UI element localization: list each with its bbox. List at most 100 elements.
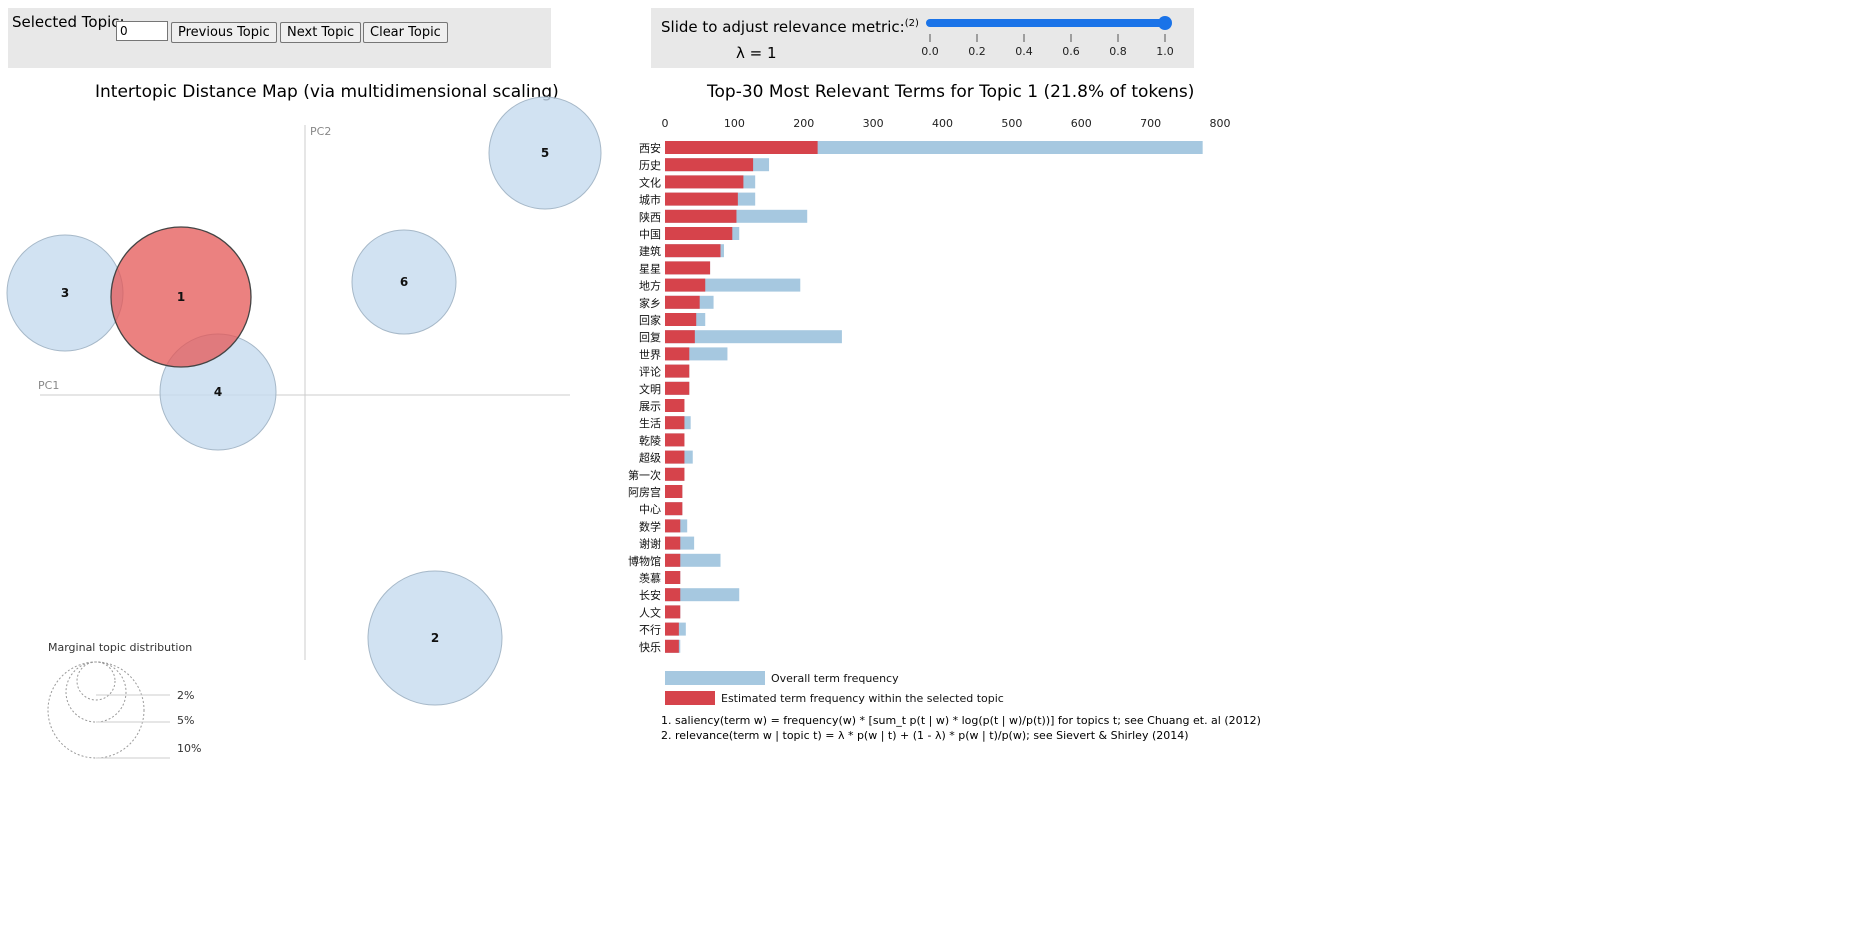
term-label-14[interactable]: 文明 [639,382,661,396]
topic-circle-2[interactable] [367,570,503,706]
topic-circle-1[interactable] [110,226,252,368]
previous-topic-button[interactable]: Previous Topic [171,22,277,43]
footnote-relevance: 2. relevance(term w | topic t) = λ * p(w… [661,729,1189,742]
footnote-saliency: 1. saliency(term w) = frequency(w) * [su… [661,714,1261,727]
term-label-11[interactable]: 回复 [639,330,661,344]
term-label-0[interactable]: 西安 [639,141,661,155]
term-label-16[interactable]: 生活 [639,416,661,430]
selected-topic-label: Selected Topic: [12,13,125,31]
bar-topic-25[interactable] [665,571,681,584]
topic-circle-6[interactable] [351,229,457,335]
legend-label-2: 2% [177,689,194,702]
bar-topic-5[interactable] [665,227,733,240]
bar-topic-19[interactable] [665,467,685,481]
marginal-legend-title: Marginal topic distribution [48,641,192,654]
bar-topic-12[interactable] [665,347,690,361]
term-label-3[interactable]: 城市 [639,193,661,207]
bar-topic-2[interactable] [665,175,744,189]
topic-label-1: 1 [177,290,185,304]
topic-label-4: 4 [214,385,222,399]
topic-control-panel: Selected Topic: Previous Topic Next Topi… [8,8,551,68]
x-tick-label: 400 [932,117,953,130]
term-label-26[interactable]: 长安 [639,588,661,602]
bar-overall-11[interactable] [665,330,842,344]
x-tick-label: 100 [724,117,745,130]
term-label-29[interactable]: 快乐 [639,641,661,654]
bar-topic-26[interactable] [665,588,681,602]
bar-topic-17[interactable] [665,433,685,447]
clear-topic-button[interactable]: Clear Topic [363,22,448,43]
bar-topic-20[interactable] [665,485,683,498]
term-label-13[interactable]: 评论 [639,365,661,379]
bar-topic-7[interactable] [665,261,711,275]
lambda-slider[interactable]: 0.0 0.2 0.4 0.6 0.8 1.0 [915,8,1215,63]
topic-circles: 3 4 6 5 2 1 [6,96,602,706]
bar-topic-14[interactable] [665,381,690,395]
bar-topic-22[interactable] [665,519,681,533]
bar-topic-13[interactable] [665,364,690,378]
term-label-9[interactable]: 家乡 [639,296,661,310]
term-label-15[interactable]: 展示 [639,400,661,413]
slider-label-sup: (2) [904,18,919,29]
bar-overall-26[interactable] [665,588,740,602]
term-label-17[interactable]: 乾陵 [639,434,661,447]
term-label-27[interactable]: 人文 [639,605,661,619]
term-label-28[interactable]: 不行 [639,624,661,637]
bar-topic-8[interactable] [665,278,706,292]
bar-topic-11[interactable] [665,330,695,344]
term-label-22[interactable]: 数学 [639,519,661,533]
slider-label: Slide to adjust relevance metric:(2) [661,18,919,36]
term-label-18[interactable]: 超级 [639,451,661,465]
bar-topic-1[interactable] [665,158,754,172]
term-label-4[interactable]: 陕西 [639,210,661,224]
bar-topic-27[interactable] [665,605,681,619]
bar-topic-10[interactable] [665,313,697,326]
pc2-label: PC2 [310,125,331,138]
bar-topic-0[interactable] [665,141,818,154]
term-label-2[interactable]: 文化 [639,175,661,189]
x-tick-label: 600 [1071,117,1092,130]
bar-topic-4[interactable] [665,209,737,223]
bar-topic-24[interactable] [665,553,681,567]
term-label-20[interactable]: 阿房宫 [628,485,661,499]
bar-topic-6[interactable] [665,244,721,258]
term-label-12[interactable]: 世界 [639,348,661,361]
marginal-topic-legend: Marginal topic distribution 2% 5% 10% [47,641,201,759]
next-topic-button[interactable]: Next Topic [280,22,362,43]
term-label-1[interactable]: 历史 [639,159,661,172]
term-label-24[interactable]: 博物馆 [628,554,661,568]
bar-topic-9[interactable] [665,295,700,309]
bar-topic-18[interactable] [665,450,685,464]
term-label-21[interactable]: 中心 [639,503,661,516]
selected-topic-input[interactable] [116,21,168,41]
bar-topic-15[interactable] [665,399,685,412]
bar-topic-23[interactable] [665,536,681,550]
slider-tick-label: 1.0 [1156,45,1174,58]
bar-topic-21[interactable] [665,502,683,516]
legend-label-overall: Overall term frequency [771,672,899,685]
term-label-5[interactable]: 中国 [639,228,661,241]
x-tick-label: 0 [662,117,669,130]
topic-label-2: 2 [431,631,439,645]
term-label-8[interactable]: 地方 [639,279,661,293]
slider-tick-label: 0.0 [921,45,939,58]
term-label-19[interactable]: 第一次 [628,468,661,482]
term-label-25[interactable]: 羡慕 [639,571,661,585]
x-tick-label: 700 [1140,117,1161,130]
bar-topic-28[interactable] [665,622,679,636]
bar-topic-3[interactable] [665,192,738,206]
bar-topic-29[interactable] [665,639,679,653]
slider-tick-label: 0.8 [1109,45,1127,58]
topic-label-6: 6 [400,275,408,289]
intertopic-map-title: Intertopic Distance Map (via multidimens… [95,82,559,102]
bar-topic-16[interactable] [665,416,685,430]
topic-circle-5[interactable] [488,96,602,210]
term-label-23[interactable]: 谢谢 [639,537,661,551]
slider-handle[interactable] [1158,16,1172,30]
legend-circle-5 [65,661,127,723]
legend-label-10: 10% [177,742,201,755]
term-label-10[interactable]: 回家 [639,313,661,327]
term-label-6[interactable]: 建筑 [639,244,661,258]
term-label-7[interactable]: 星星 [639,262,661,275]
term-bar-chart: 0 100 200 300 400 500 600 700 800 西安历史文化城市陕西中国建筑星… [628,117,1231,705]
